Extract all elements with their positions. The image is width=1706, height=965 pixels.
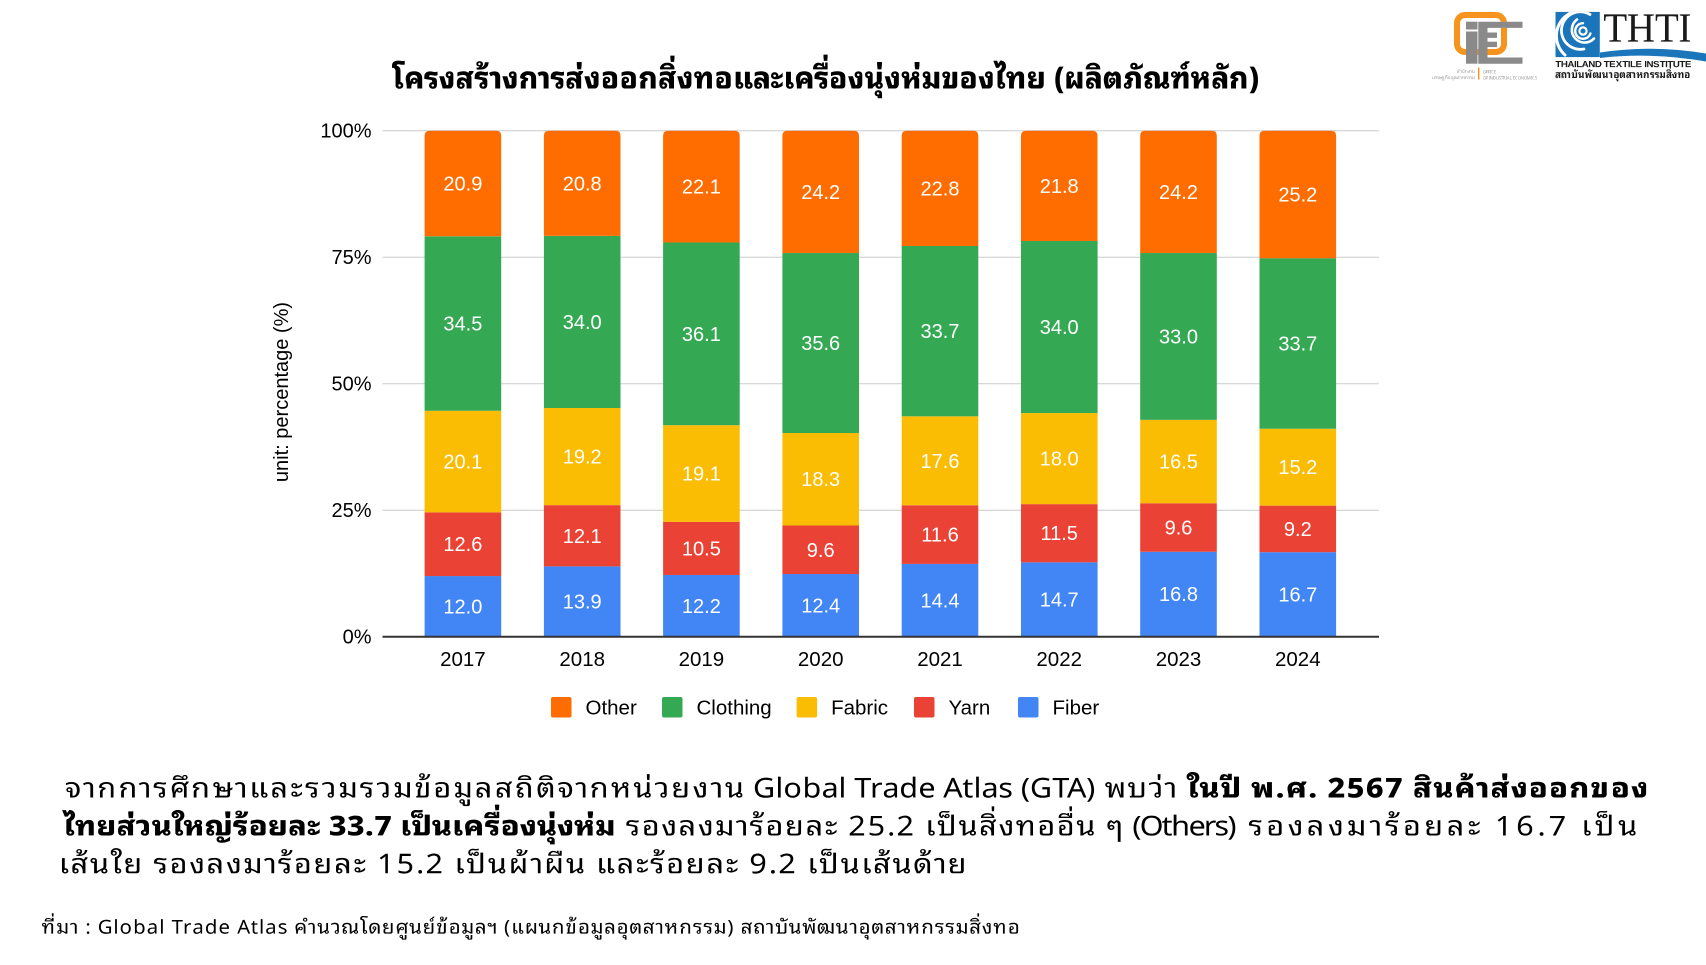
svg-text:19.1: 19.1 — [682, 464, 721, 486]
svg-text:2023: 2023 — [1156, 648, 1202, 671]
svg-text:12.0: 12.0 — [443, 596, 482, 618]
svg-text:20.1: 20.1 — [443, 452, 482, 474]
svg-text:33.0: 33.0 — [1159, 326, 1198, 348]
svg-text:16.8: 16.8 — [1159, 584, 1198, 606]
svg-text:20.9: 20.9 — [443, 174, 482, 196]
svg-text:2021: 2021 — [917, 648, 963, 671]
svg-text:20.8: 20.8 — [563, 173, 602, 195]
svg-text:2017: 2017 — [440, 648, 486, 671]
svg-text:18.0: 18.0 — [1040, 449, 1079, 471]
svg-text:22.1: 22.1 — [682, 177, 721, 199]
svg-text:2018: 2018 — [559, 648, 605, 671]
svg-text:Clothing: Clothing — [697, 697, 772, 720]
svg-text:33.7: 33.7 — [921, 321, 960, 343]
svg-text:75%: 75% — [331, 247, 371, 269]
svg-text:24.2: 24.2 — [801, 182, 840, 204]
svg-text:15.2: 15.2 — [1278, 457, 1317, 479]
svg-text:9.6: 9.6 — [807, 540, 835, 562]
svg-text:9.2: 9.2 — [1284, 519, 1312, 541]
svg-text:21.8: 21.8 — [1040, 176, 1079, 198]
svg-text:10.5: 10.5 — [682, 538, 721, 560]
svg-text:13.9: 13.9 — [563, 592, 602, 614]
svg-text:Other: Other — [586, 697, 637, 720]
svg-text:0%: 0% — [343, 627, 372, 649]
svg-text:2024: 2024 — [1275, 648, 1321, 671]
svg-text:Fiber: Fiber — [1053, 697, 1100, 720]
svg-text:12.6: 12.6 — [443, 534, 482, 556]
svg-text:11.6: 11.6 — [921, 525, 958, 547]
svg-text:22.8: 22.8 — [921, 178, 960, 200]
svg-text:100%: 100% — [320, 121, 371, 143]
svg-text:34.0: 34.0 — [563, 312, 602, 334]
svg-text:9.6: 9.6 — [1165, 518, 1193, 540]
svg-text:17.6: 17.6 — [921, 451, 960, 473]
svg-text:12.1: 12.1 — [563, 526, 602, 548]
svg-text:14.4: 14.4 — [921, 590, 960, 612]
svg-text:2020: 2020 — [798, 648, 844, 671]
svg-text:16.5: 16.5 — [1159, 452, 1198, 474]
svg-text:unit: percentage (%): unit: percentage (%) — [271, 302, 293, 482]
svg-text:2019: 2019 — [679, 648, 725, 671]
svg-text:Yarn: Yarn — [949, 697, 991, 720]
svg-text:25.2: 25.2 — [1278, 185, 1317, 207]
svg-text:34.0: 34.0 — [1040, 317, 1079, 339]
svg-text:50%: 50% — [331, 374, 371, 396]
svg-text:33.7: 33.7 — [1278, 334, 1317, 356]
svg-text:16.7: 16.7 — [1278, 584, 1317, 606]
svg-text:14.7: 14.7 — [1040, 590, 1079, 612]
svg-text:2022: 2022 — [1036, 648, 1082, 671]
svg-text:12.4: 12.4 — [801, 595, 840, 617]
svg-text:25%: 25% — [331, 500, 371, 522]
svg-text:12.2: 12.2 — [682, 596, 721, 618]
svg-text:36.1: 36.1 — [682, 324, 721, 346]
svg-text:34.5: 34.5 — [443, 314, 482, 336]
svg-text:11.5: 11.5 — [1040, 523, 1077, 545]
svg-text:24.2: 24.2 — [1159, 182, 1198, 204]
svg-text:Fabric: Fabric — [831, 697, 888, 720]
svg-text:18.3: 18.3 — [801, 469, 840, 491]
svg-text:35.6: 35.6 — [801, 333, 840, 355]
svg-text:19.2: 19.2 — [563, 447, 602, 469]
